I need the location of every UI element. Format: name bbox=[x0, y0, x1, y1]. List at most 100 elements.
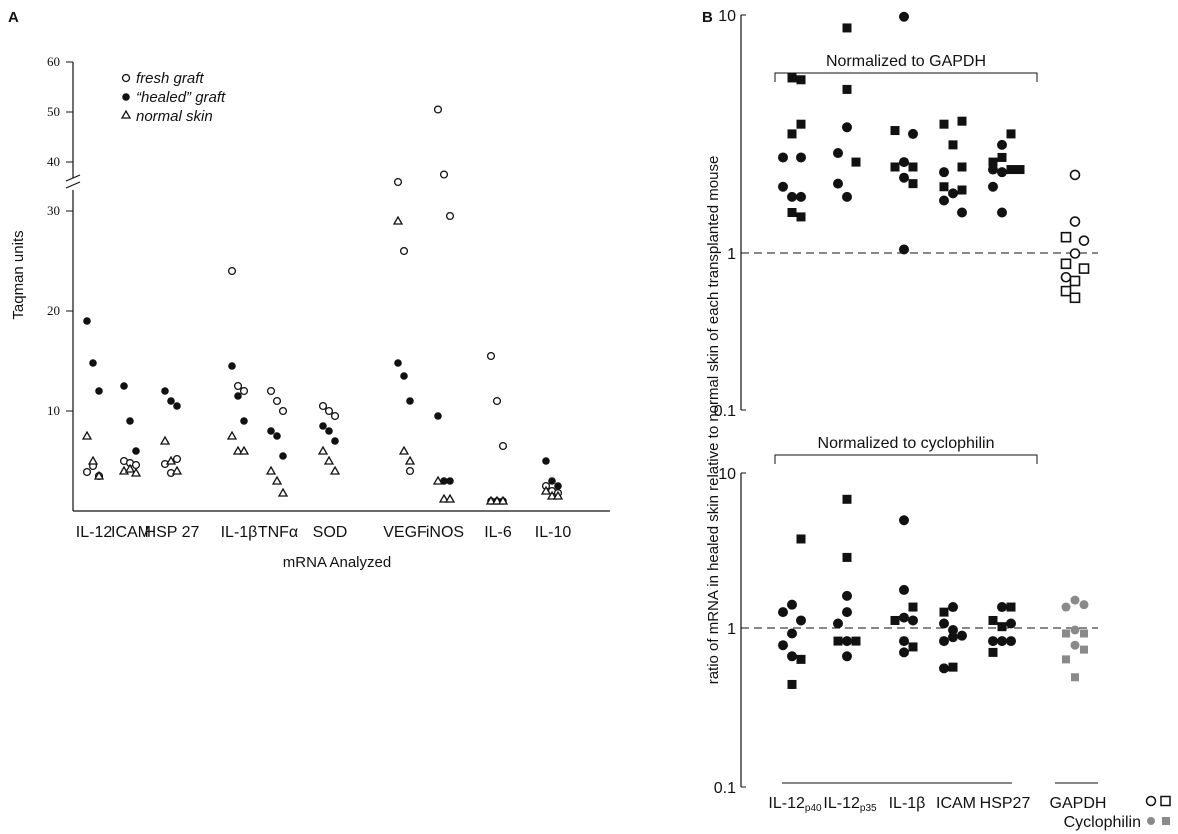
data-point-gray-square bbox=[1062, 655, 1070, 664]
data-point-circle bbox=[796, 191, 806, 202]
data-point-square bbox=[939, 119, 949, 129]
data-point-circle bbox=[842, 122, 852, 133]
data-point-fresh-graft bbox=[318, 401, 328, 411]
data-point-fresh-graft bbox=[433, 105, 443, 114]
data-point-square bbox=[1006, 165, 1016, 175]
data-point-circle bbox=[908, 615, 918, 626]
panel-b-top-title: Normalized to GAPDH bbox=[826, 53, 986, 70]
data-point-circle bbox=[939, 618, 949, 629]
data-point-circle bbox=[899, 584, 909, 595]
data-point-square bbox=[939, 182, 949, 192]
data-point-fresh-graft bbox=[393, 177, 403, 187]
data-point-open-square bbox=[1060, 258, 1072, 270]
data-point-open-circle bbox=[1069, 248, 1081, 259]
data-point-circle bbox=[948, 602, 958, 613]
data-point-healed-graft bbox=[228, 362, 236, 370]
panel-a-category-label: ICAM bbox=[111, 524, 151, 541]
data-point-healed-graft bbox=[273, 432, 281, 440]
legend-label-normal-skin: normal skin bbox=[136, 108, 213, 125]
data-point-open-square bbox=[1060, 285, 1072, 297]
data-point-square bbox=[957, 116, 967, 126]
data-point-open-circle bbox=[1060, 271, 1072, 283]
data-point-fresh-graft bbox=[131, 460, 141, 470]
data-point-square bbox=[1015, 165, 1025, 175]
data-point-normal-skin bbox=[546, 490, 558, 500]
data-point-square bbox=[908, 162, 918, 172]
panel-b-bottom-y-tick-label: 0.1 bbox=[714, 780, 736, 797]
panel-a-letter: A bbox=[8, 9, 19, 26]
legend-marker-normal-skin bbox=[120, 109, 132, 119]
data-point-circle bbox=[997, 207, 1007, 218]
data-point-circle bbox=[1006, 618, 1016, 629]
panel-a-y-tick-label: 20 bbox=[47, 303, 60, 318]
data-point-circle bbox=[957, 207, 967, 218]
data-point-normal-skin bbox=[432, 475, 444, 485]
data-point-normal-skin bbox=[226, 430, 238, 440]
panel-a-legend: fresh graft “healed” graft normal skin bbox=[120, 70, 226, 125]
panel-b-top-y-tick-label: 10 bbox=[718, 8, 736, 25]
data-point-normal-skin bbox=[93, 470, 105, 480]
data-point-circle bbox=[899, 636, 909, 647]
panel-a-category-label: HSP 27 bbox=[145, 524, 200, 541]
data-point-fresh-graft bbox=[492, 396, 502, 406]
data-point-square bbox=[939, 607, 949, 617]
data-point-healed-graft bbox=[83, 317, 91, 325]
data-point-healed-graft bbox=[406, 397, 414, 405]
panel-a-category-label: iNOS bbox=[426, 524, 464, 541]
data-point-circle bbox=[1006, 636, 1016, 647]
panel-b-category-labels: IL-12p40 IL-12p35 IL-1β ICAM HSP27 GAPDH bbox=[768, 795, 1106, 814]
panel-a-axis-break-mark bbox=[65, 174, 81, 182]
data-point-normal-skin bbox=[323, 455, 335, 465]
data-point-healed-graft bbox=[120, 382, 128, 390]
data-point-square bbox=[1006, 602, 1016, 612]
data-point-square bbox=[957, 162, 967, 172]
data-point-healed-graft bbox=[267, 427, 275, 435]
data-point-circle bbox=[842, 651, 852, 662]
data-point-open-circle bbox=[1078, 235, 1090, 246]
data-point-normal-skin bbox=[124, 463, 136, 473]
data-point-square bbox=[842, 23, 852, 33]
data-point-healed-graft bbox=[434, 412, 442, 420]
data-point-open-square bbox=[1069, 292, 1081, 304]
data-point-open-circle bbox=[1069, 216, 1081, 227]
data-point-square bbox=[787, 679, 797, 689]
data-point-normal-skin bbox=[497, 495, 509, 505]
data-point-normal-skin bbox=[485, 495, 497, 505]
data-point-open-circle bbox=[1069, 169, 1081, 181]
panel-b-bottom-y-tick-label: 1 bbox=[727, 621, 736, 638]
data-point-circle bbox=[939, 663, 949, 674]
data-point-circle bbox=[899, 11, 909, 22]
panel-b-letter: B bbox=[702, 9, 713, 26]
data-point-normal-skin bbox=[159, 435, 171, 445]
panel-a-axis-break-mark bbox=[65, 181, 81, 189]
data-point-square bbox=[796, 534, 806, 544]
panel-a-y-tick-label: 60 bbox=[47, 54, 60, 69]
legend-open-circle bbox=[1145, 795, 1157, 807]
data-point-square bbox=[890, 615, 900, 625]
data-point-square bbox=[908, 179, 918, 189]
panel-a-y-axis-label: Taqman units bbox=[10, 230, 27, 319]
data-point-circle bbox=[939, 167, 949, 178]
legend-gray-circle bbox=[1147, 817, 1155, 825]
data-point-gray-circle bbox=[1070, 640, 1080, 650]
data-point-normal-skin bbox=[491, 495, 503, 505]
data-point-normal-skin bbox=[265, 465, 277, 475]
data-point-circle bbox=[908, 128, 918, 139]
panel-a-y-tick-label: 40 bbox=[47, 154, 60, 169]
data-point-circle bbox=[833, 618, 843, 629]
data-point-healed-graft bbox=[95, 387, 103, 395]
data-point-circle bbox=[997, 602, 1007, 613]
data-point-fresh-graft bbox=[498, 441, 508, 451]
panel-a-x-axis-label: mRNA Analyzed bbox=[283, 554, 391, 571]
data-point-fresh-graft bbox=[486, 351, 496, 361]
data-point-gray-square bbox=[1062, 629, 1070, 638]
data-point-square bbox=[842, 84, 852, 94]
panel-b-category-label: IL-12p40 bbox=[768, 795, 822, 814]
data-point-fresh-graft bbox=[324, 406, 334, 416]
data-point-fresh-graft bbox=[399, 246, 409, 256]
data-point-circle bbox=[899, 612, 909, 623]
data-point-healed-graft bbox=[173, 402, 181, 410]
panel-b-top-y-tick-label: 0.1 bbox=[714, 403, 736, 420]
data-point-open-square bbox=[1069, 275, 1081, 287]
